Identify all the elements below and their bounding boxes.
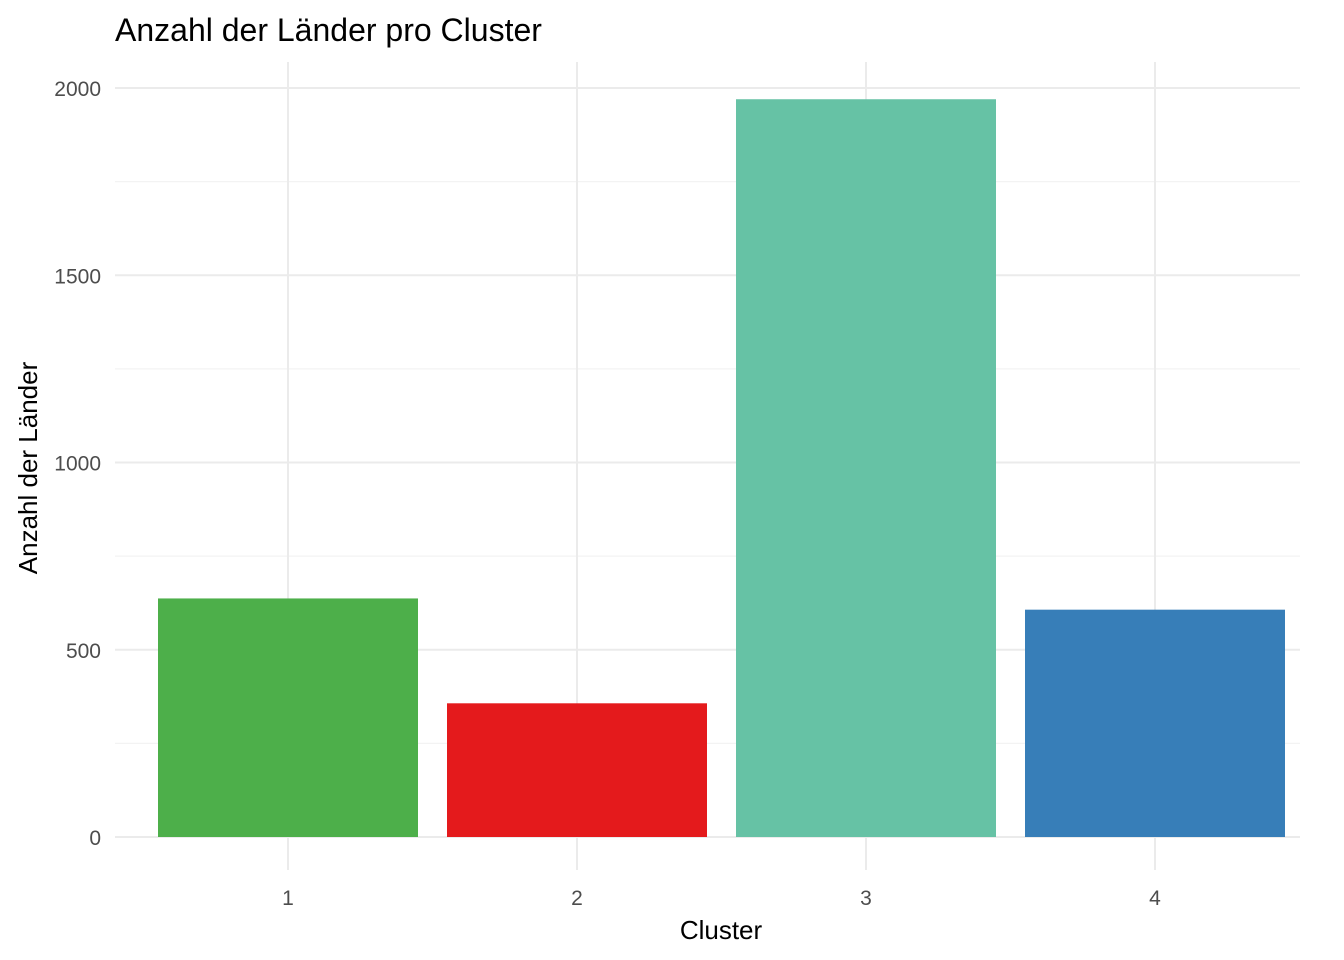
y-tick-label: 1500 xyxy=(54,265,101,288)
bar-cluster-3 xyxy=(736,99,996,838)
bars xyxy=(158,99,1285,838)
x-axis-ticks: 1 2 3 4 xyxy=(282,887,1161,910)
bar-cluster-1 xyxy=(158,598,418,837)
y-axis-title: Anzahl der Länder xyxy=(13,361,43,574)
chart-title: Anzahl der Länder pro Cluster xyxy=(115,12,542,48)
x-axis-title: Cluster xyxy=(680,915,763,945)
y-axis-ticks: 0 500 1000 1500 2000 xyxy=(54,78,101,850)
y-tick-label: 500 xyxy=(66,640,101,663)
y-tick-label: 2000 xyxy=(54,78,101,101)
x-tick-label: 3 xyxy=(860,887,872,910)
x-tick-label: 1 xyxy=(282,887,294,910)
bar-cluster-2 xyxy=(447,703,707,837)
y-tick-label: 0 xyxy=(89,827,101,850)
bar-cluster-4 xyxy=(1025,609,1285,837)
x-tick-label: 4 xyxy=(1149,887,1161,910)
y-tick-label: 1000 xyxy=(54,453,101,476)
x-tick-label: 2 xyxy=(571,887,583,910)
